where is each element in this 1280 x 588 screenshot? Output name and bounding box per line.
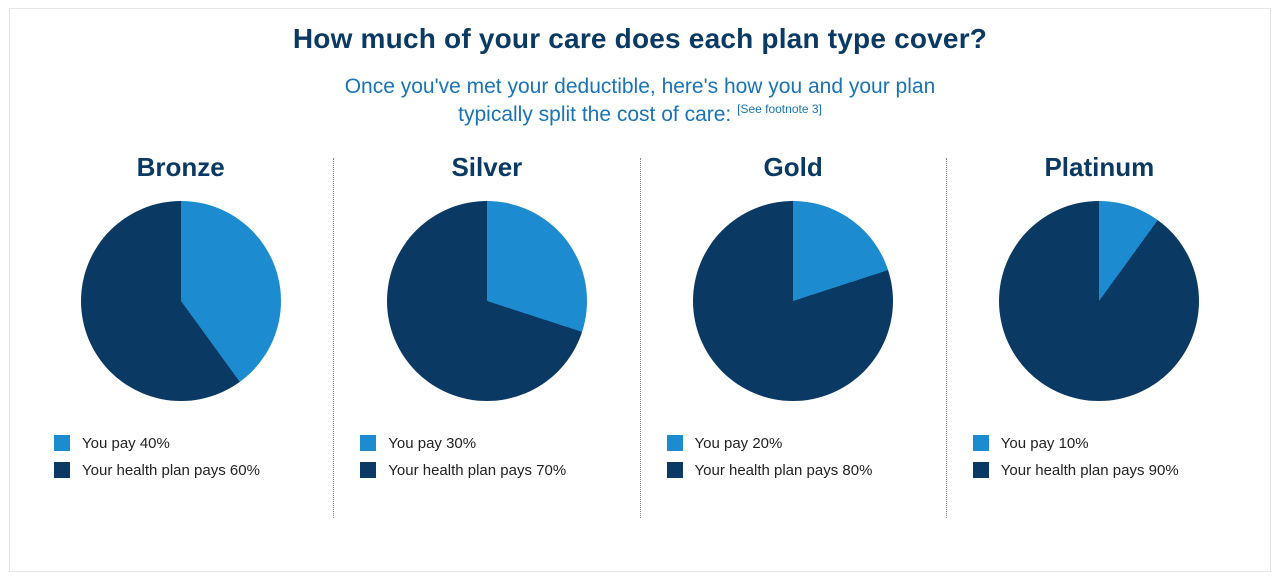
plan-name: Silver [451, 152, 522, 183]
plan-platinum: Platinum You pay 10% Your health plan pa… [947, 152, 1252, 518]
legend-plan-pays-label: Your health plan pays 90% [1001, 462, 1179, 479]
plan-silver: Silver You pay 30% Your health plan pays… [334, 152, 639, 518]
legend-you-pay-label: You pay 30% [388, 435, 476, 452]
legend-you-pay: You pay 20% [667, 435, 920, 452]
plan-name: Bronze [137, 152, 225, 183]
plan-gold: Gold You pay 20% Your health plan pays 8… [641, 152, 946, 518]
subtitle-line1: Once you've met your deductible, here's … [345, 75, 936, 98]
legend-plan-pays: Your health plan pays 80% [667, 462, 920, 479]
legend-you-pay: You pay 10% [973, 435, 1226, 452]
title: How much of your care does each plan typ… [10, 23, 1270, 55]
swatch-plan-pays-icon [54, 462, 70, 478]
legend-you-pay: You pay 40% [54, 435, 307, 452]
legend: You pay 10% Your health plan pays 90% [973, 435, 1226, 489]
plans-row: Bronze You pay 40% Your health plan pays… [10, 152, 1270, 518]
legend: You pay 40% Your health plan pays 60% [54, 435, 307, 489]
legend-plan-pays: Your health plan pays 70% [360, 462, 613, 479]
infographic-frame: How much of your care does each plan typ… [9, 8, 1271, 572]
subtitle-line2: typically split the cost of care: [458, 103, 731, 126]
legend: You pay 20% Your health plan pays 80% [667, 435, 920, 489]
swatch-you-pay-icon [54, 435, 70, 451]
plan-name: Gold [764, 152, 823, 183]
swatch-plan-pays-icon [973, 462, 989, 478]
subtitle-footnote: [See footnote 3] [737, 102, 822, 116]
pie-chart [999, 201, 1199, 401]
swatch-you-pay-icon [360, 435, 376, 451]
pie-chart [81, 201, 281, 401]
pie-chart [693, 201, 893, 401]
legend-plan-pays-label: Your health plan pays 60% [82, 462, 260, 479]
plan-name: Platinum [1044, 152, 1154, 183]
swatch-you-pay-icon [667, 435, 683, 451]
swatch-plan-pays-icon [360, 462, 376, 478]
plan-bronze: Bronze You pay 40% Your health plan pays… [28, 152, 333, 518]
legend-you-pay-label: You pay 20% [695, 435, 783, 452]
legend-plan-pays: Your health plan pays 90% [973, 462, 1226, 479]
legend-plan-pays-label: Your health plan pays 80% [695, 462, 873, 479]
legend-plan-pays-label: Your health plan pays 70% [388, 462, 566, 479]
pie-chart [387, 201, 587, 401]
legend-plan-pays: Your health plan pays 60% [54, 462, 307, 479]
legend-you-pay-label: You pay 40% [82, 435, 170, 452]
subtitle: Once you've met your deductible, here's … [260, 73, 1020, 130]
swatch-you-pay-icon [973, 435, 989, 451]
legend-you-pay: You pay 30% [360, 435, 613, 452]
swatch-plan-pays-icon [667, 462, 683, 478]
legend-you-pay-label: You pay 10% [1001, 435, 1089, 452]
legend: You pay 30% Your health plan pays 70% [360, 435, 613, 489]
